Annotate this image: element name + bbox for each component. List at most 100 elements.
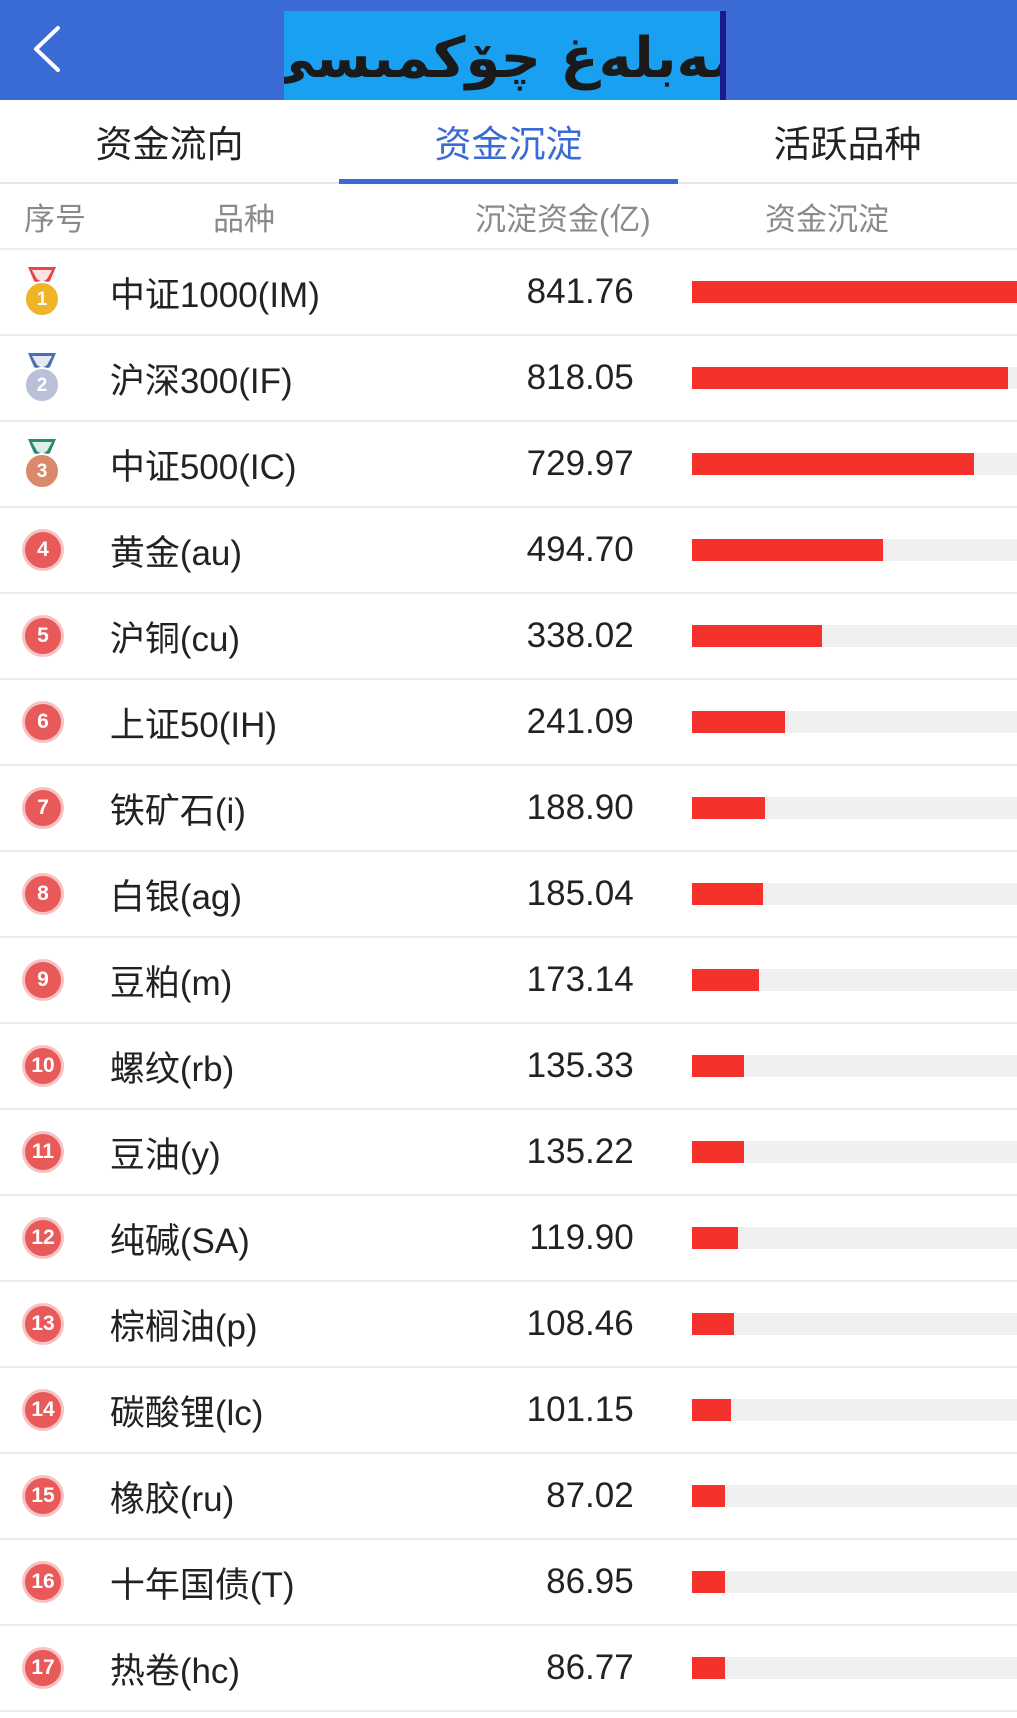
table-row[interactable]: 15 橡胶(ru) 87.02 [0,1454,1017,1540]
fund-bar-fill [691,1399,731,1421]
rank-cell: 17 [0,1647,110,1689]
settled-fund-value: 818.05 [526,358,634,397]
table-row[interactable]: 2 沪深300(IF) 818.05 [0,336,1017,422]
rank-cell: 2 [0,351,110,405]
table-header: 序号 品种 沉淀资金(亿) 资金沉淀 [0,184,1017,250]
silver-medal-icon: 2 [22,351,62,405]
table-row[interactable]: 16 十年国债(T) 86.95 [0,1540,1017,1626]
table-row[interactable]: 17 热卷(hc) 86.77 [0,1626,1017,1712]
gold-medal-icon: 1 [22,265,62,319]
table-row[interactable]: 12 纯碱(SA) 119.90 [0,1196,1017,1282]
settled-fund-value: 108.46 [526,1304,634,1343]
fund-bar-track [691,281,1017,303]
settled-fund-value: 241.09 [526,702,634,741]
settled-fund-value: 173.14 [526,960,634,999]
fund-bar-fill [691,625,823,647]
rank-cell: 10 [0,1045,110,1087]
fund-bar-fill [691,281,1017,303]
settled-fund-value: 101.15 [526,1390,634,1429]
table-row[interactable]: 14 碳酸锂(lc) 101.15 [0,1368,1017,1454]
settled-fund-value: 119.90 [529,1218,634,1257]
back-arrow-icon[interactable] [30,24,64,74]
rank-badge-icon: 6 [22,701,64,743]
fund-bar-track [691,969,1017,991]
fund-bar-track [691,1055,1017,1077]
settled-fund-value: 86.77 [546,1648,634,1687]
fund-bar-track [691,1141,1017,1163]
table-row[interactable]: 7 铁矿石(i) 188.90 [0,766,1017,852]
rank-cell: 9 [0,959,110,1001]
fund-bar-fill [691,797,765,819]
rank-badge-icon: 13 [22,1303,64,1345]
fund-bar-track [691,711,1017,733]
tab-active-varieties[interactable]: 活跃品种 [773,124,922,165]
variety-name: 中证1000(IM) [109,275,320,315]
bronze-medal-icon: 3 [22,437,62,491]
variety-name: 白银(ag) [109,877,243,917]
table-row[interactable]: 9 豆粕(m) 173.14 [0,938,1017,1024]
fund-bar-track [691,797,1017,819]
table-row[interactable]: 4 黄金(au) 494.70 [0,508,1017,594]
variety-name: 碳酸锂(lc) [109,1393,264,1433]
rank-cell: 14 [0,1389,110,1431]
fund-bar-track [691,1571,1017,1593]
variety-name: 热卷(hc) [109,1651,241,1691]
fund-bar-fill [691,1657,726,1679]
variety-name: 上证50(IH) [109,705,278,745]
tab-fund-flow[interactable]: 资金流向 [95,124,244,165]
rank-cell: 7 [0,787,110,829]
rank-number: 1 [36,289,48,310]
rank-badge-icon: 5 [22,615,64,657]
table-row[interactable]: 5 沪铜(cu) 338.02 [0,594,1017,680]
tab-bar: 资金流向 资金沉淀 活跃品种 [0,100,1017,184]
table-row[interactable]: 6 上证50(IH) 241.09 [0,680,1017,766]
rank-cell: 1 [0,265,110,319]
settled-fund-value: 841.76 [526,272,634,311]
fund-bar-fill [691,1571,726,1593]
table-row[interactable]: 3 中证500(IC) 729.97 [0,422,1017,508]
fund-bar-fill [691,1313,734,1335]
table-row[interactable]: 8 白银(ag) 185.04 [0,852,1017,938]
variety-name: 豆油(y) [109,1135,221,1175]
variety-name: 黄金(au) [109,533,243,573]
variety-name: 豆粕(m) [109,963,233,1003]
rank-cell: 6 [0,701,110,743]
fund-bar-track [691,625,1017,647]
table-row[interactable]: 10 螺纹(rb) 135.33 [0,1024,1017,1110]
tab-fund-settlement[interactable]: 资金沉淀 [339,100,678,184]
rank-badge-icon: 8 [22,873,64,915]
fund-bar-track [691,1227,1017,1249]
variety-name: 沪深300(IF) [109,361,293,401]
rank-badge-icon: 4 [22,529,64,571]
fund-bar-fill [691,711,785,733]
rank-badge-icon: 16 [22,1561,64,1603]
rank-badge-icon: 7 [22,787,64,829]
settled-fund-value: 494.70 [526,530,634,569]
app-header: مەبلەغ چۆكمىسى [0,0,1017,106]
rank-badge-icon: 14 [22,1389,64,1431]
rank-cell: 15 [0,1475,110,1517]
variety-name: 中证500(IC) [109,447,297,487]
rank-cell: 16 [0,1561,110,1603]
fund-bar-track [691,367,1017,389]
column-header-rank: 序号 [24,201,86,237]
rank-badge-icon: 12 [22,1217,64,1259]
table-row[interactable]: 11 豆油(y) 135.22 [0,1110,1017,1196]
settled-fund-value: 135.33 [526,1046,634,1085]
settled-fund-value: 87.02 [546,1476,634,1515]
column-header-name: 品种 [213,201,275,237]
fund-bar-track [691,1399,1017,1421]
page-title: مەبلەغ چۆكمىسى [284,11,726,106]
fund-bar-fill [691,1055,745,1077]
fund-bar-fill [691,969,759,991]
fund-bar-fill [691,1141,745,1163]
table-row[interactable]: 13 棕榈油(p) 108.46 [0,1282,1017,1368]
fund-bar-track [691,453,1017,475]
settled-fund-value: 135.22 [526,1132,634,1171]
variety-name: 棕榈油(p) [109,1307,258,1347]
settled-fund-value: 729.97 [526,444,634,483]
variety-name: 铁矿石(i) [109,791,246,831]
table-row[interactable]: 1 中证1000(IM) 841.76 [0,250,1017,336]
settled-fund-value: 188.90 [526,788,634,827]
rank-badge-icon: 11 [22,1131,64,1173]
